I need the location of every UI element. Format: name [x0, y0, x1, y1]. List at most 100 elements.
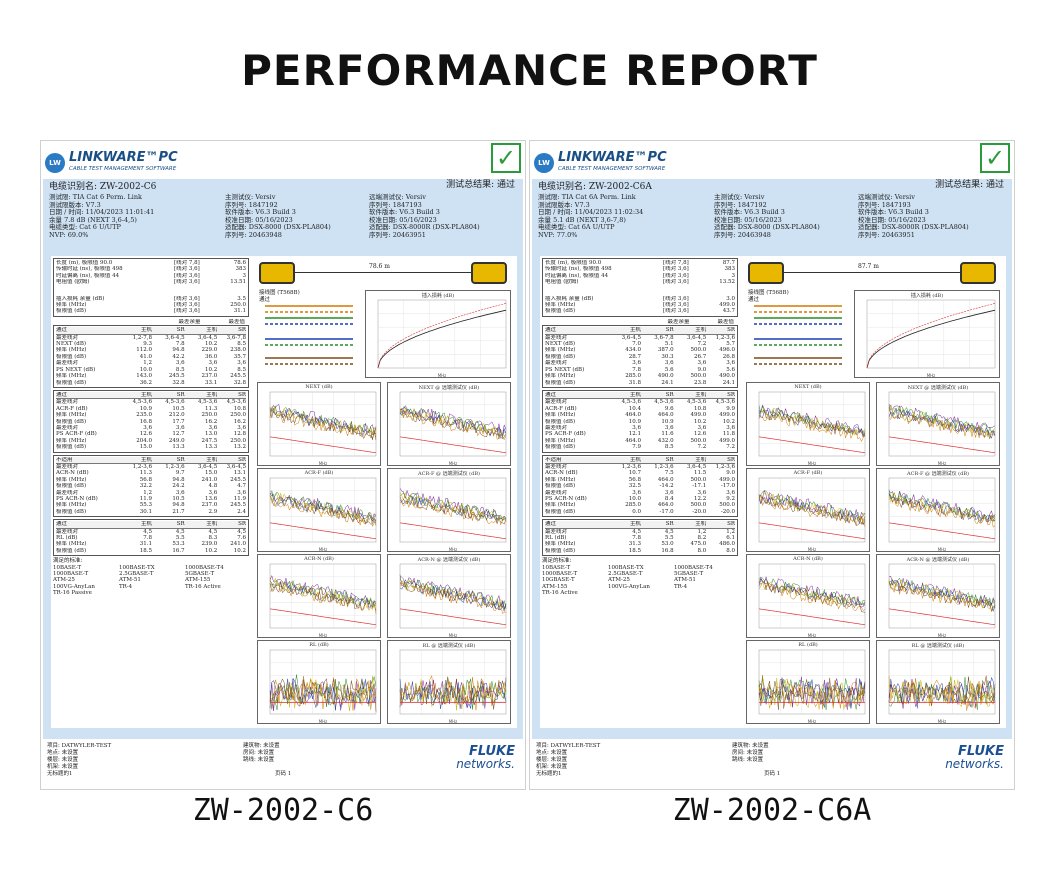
table-cell: 最差线对 — [56, 334, 79, 341]
table-cell: 频率 (MHz) — [56, 412, 87, 419]
summary-pair: [线对 3,6] — [663, 295, 689, 302]
summary-label: 传输时延 (ns), 极限值 498 — [56, 266, 123, 273]
group-header-cell: SR — [665, 391, 674, 398]
table-cell: 极限值 (dB) — [56, 418, 87, 425]
table-cell: 30.1 — [139, 508, 152, 515]
table-row: 频率 (MHz) 464.0 464.0 499.0 499.0 — [545, 412, 735, 418]
table-cell: 1,2-3,6 — [654, 463, 674, 470]
table-cell: 499.0 — [690, 412, 707, 419]
info-line: 电缆类型: Cat 6A U/UTP — [538, 223, 615, 231]
standard-item: 10GBASE-T — [542, 577, 575, 584]
chart-plot: MHz — [269, 391, 377, 466]
table-cell: 5.6 — [664, 366, 674, 373]
table-cell: RL (dB) — [545, 535, 567, 542]
report-header: LW LINKWARE™PC CABLE TEST MANAGEMENT SOFTW… — [41, 141, 525, 179]
group-header-cell: 主机 — [206, 327, 218, 334]
table-cell: 2.4 — [237, 508, 246, 515]
table-cell: 238.0 — [230, 347, 246, 354]
info-line: 电缆类型: Cat 6 U/UTP — [49, 223, 121, 231]
table-row: PS NEXT (dB) 7.8 5.6 9.0 5.6 — [545, 367, 735, 373]
table-cell: 18.5 — [628, 547, 641, 554]
table-cell: 499.0 — [719, 412, 735, 419]
table-cell: 4.8 — [208, 483, 218, 490]
info-line: 软件版本: V6.3 Build 3 — [369, 208, 440, 216]
results-area: 长度 (m), 极限值 90.0 [线对 7,8] 87.7 传输时延 (ns), 极… — [540, 256, 1006, 728]
group-header-cell: 通过 — [56, 391, 68, 398]
table-cell: 26.7 — [694, 353, 707, 360]
table-cell: 13.0 — [205, 431, 218, 438]
standard-item: ATM-155 — [542, 583, 568, 590]
table-row: 频率 (MHz) 204.0 249.0 247.5 250.0 — [56, 438, 246, 444]
table-cell: 频率 (MHz) — [56, 437, 87, 444]
table-cell: 最差线对 — [545, 334, 568, 341]
table-cell: 31.8 — [628, 379, 641, 386]
table-cell: 55.3 — [139, 502, 152, 509]
standard-item: 100VG-AnyLan — [608, 583, 650, 590]
summary-value: 3 — [242, 272, 247, 279]
info-column: 远端测试仪: Versiv 序列号: 1847193 软件版本: V6.3 Buil… — [858, 193, 969, 239]
summary-pair: [线对 3,6] — [174, 266, 200, 273]
footer-line: 项目: DATWYLER-TEST — [47, 743, 112, 749]
table-cell: 7.8 — [143, 535, 152, 542]
x-axis-label: MHz — [319, 461, 328, 466]
table-cell: 42.2 — [172, 353, 185, 360]
group-header-cell: 不适用 — [545, 456, 562, 463]
chart-plot: MHz — [888, 563, 996, 638]
table-cell: 3,6 — [632, 424, 641, 431]
margin-header: 最差余量 最差值 — [53, 319, 249, 325]
measurement-chart: ACR-F @ 远端测试仪 (dB) MHz — [876, 468, 1000, 552]
info-line: 余量 7.8 dB (NEXT 3,6-4,5) — [49, 215, 137, 224]
standard-item: 2.5GBASE-T — [119, 571, 154, 578]
main-tester-icon — [259, 262, 295, 284]
series-line — [758, 409, 866, 439]
table-cell: PS NEXT (dB) — [56, 366, 96, 373]
table-cell: 极限值 (dB) — [56, 547, 87, 554]
table-cell: 1,2-3,6 — [715, 334, 735, 341]
measurement-chart: NEXT (dB) MHz — [257, 382, 381, 466]
series-line — [269, 498, 377, 528]
group-header: 通过 主机 SR 主机 SR — [545, 327, 735, 335]
series-line — [758, 578, 866, 607]
table-cell: 16.8 — [139, 418, 152, 425]
table-cell: 1,2 — [726, 528, 735, 535]
table-cell: 11.6 — [661, 431, 674, 438]
table-cell: 极限值 (dB) — [545, 353, 576, 360]
table-cell: 最差线对 — [545, 360, 568, 367]
table-cell: 10.0 — [139, 366, 152, 373]
device-diagram: 78.6 m — [259, 260, 511, 288]
series-line — [269, 675, 377, 712]
info-line: 适配器: DSX-8000R (DSX-PLA804) — [369, 223, 480, 231]
table-cell: 8.5 — [237, 341, 246, 348]
table-cell: 16.2 — [233, 418, 246, 425]
table-cell: 53.3 — [172, 541, 185, 548]
x-axis-label: MHz — [319, 633, 328, 638]
group-header-cell: 通过 — [56, 327, 68, 334]
table-cell: 285.0 — [625, 373, 641, 380]
summary-value: 31.1 — [233, 308, 246, 315]
table-cell: 3,6 — [697, 360, 707, 367]
linkware-subtitle: CABLE TEST MANAGEMENT SOFTWARE — [69, 166, 177, 172]
caption-c6a: ZW-2002-C6A — [672, 793, 872, 828]
limit-line — [758, 522, 866, 540]
group-header-cell: 通过 — [545, 327, 557, 334]
summary-label: 传输时延 (ns), 极限值 498 — [545, 266, 612, 273]
series-line — [269, 490, 377, 522]
table-row: ACR-N (dB) 11.3 9.7 15.0 13.1 — [56, 470, 246, 476]
wiremap-status: 通过 — [748, 297, 760, 303]
table-cell: 8.2 — [697, 535, 707, 542]
info-line: 适配器: DSX-8000 (DSX-PLA804) — [714, 223, 820, 231]
group-header-cell: SR — [176, 521, 185, 528]
series-line — [758, 675, 866, 710]
table-row: NEXT (dB) 9.3 7.8 10.2 8.5 — [56, 341, 246, 347]
x-axis-label: MHz — [808, 719, 817, 724]
table-cell: 8.0 — [697, 547, 707, 554]
table-cell: 10.2 — [205, 366, 218, 373]
table-cell: 10.2 — [205, 547, 218, 554]
table-row: 极限值 (dB) 7.9 8.5 7.2 7.2 — [545, 444, 735, 450]
group-header-cell: SR — [238, 391, 246, 398]
summary-row: 频率 (MHz) [线对 3,6] 250.0 — [56, 302, 246, 308]
chart-title: ACR-F (dB) — [304, 470, 334, 476]
table-cell: 3,6 — [175, 360, 185, 367]
table-cell: 12.2 — [694, 496, 707, 502]
table-cell: 500.0 — [690, 476, 707, 483]
